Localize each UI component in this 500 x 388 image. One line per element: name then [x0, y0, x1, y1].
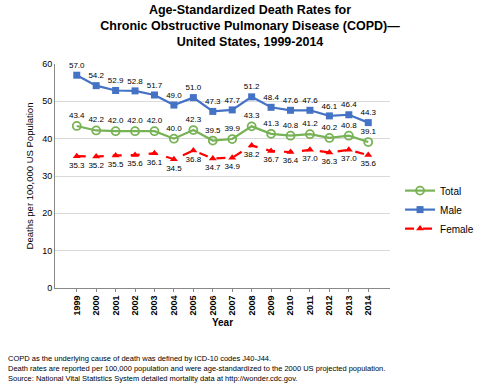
svg-text:2013: 2013	[344, 296, 354, 316]
svg-text:47.6: 47.6	[302, 96, 318, 105]
svg-text:1999: 1999	[72, 296, 82, 316]
svg-text:35.6: 35.6	[127, 159, 143, 168]
svg-text:43.4: 43.4	[69, 111, 85, 120]
svg-text:35.3: 35.3	[69, 161, 85, 170]
svg-text:0: 0	[47, 283, 52, 293]
svg-text:42.0: 42.0	[108, 116, 124, 125]
svg-text:36.4: 36.4	[283, 156, 299, 165]
svg-text:36.8: 36.8	[186, 155, 202, 164]
svg-text:43.3: 43.3	[244, 111, 260, 120]
svg-text:51.2: 51.2	[244, 82, 260, 91]
svg-text:36.3: 36.3	[322, 157, 338, 166]
svg-text:Total: Total	[440, 186, 461, 197]
svg-text:Deaths per 100,000 US Populati: Deaths per 100,000 US Population	[24, 103, 35, 250]
svg-text:46.4: 46.4	[341, 100, 357, 109]
svg-text:2002: 2002	[130, 296, 140, 316]
svg-text:2011: 2011	[305, 296, 315, 316]
svg-text:Female: Female	[440, 224, 474, 235]
svg-text:42.3: 42.3	[186, 115, 202, 124]
svg-text:2010: 2010	[285, 296, 295, 316]
svg-text:Age-Standardized Death Rates f: Age-Standardized Death Rates forChronic …	[100, 3, 400, 50]
svg-text:2012: 2012	[324, 296, 334, 316]
svg-text:36.7: 36.7	[263, 155, 279, 164]
svg-text:42.0: 42.0	[127, 116, 143, 125]
svg-text:2008: 2008	[247, 296, 257, 316]
svg-text:2000: 2000	[91, 296, 101, 316]
svg-text:47.3: 47.3	[205, 97, 221, 106]
svg-text:2006: 2006	[208, 296, 218, 316]
svg-text:40.0: 40.0	[166, 124, 182, 133]
svg-text:44.3: 44.3	[360, 108, 376, 117]
svg-text:48.4: 48.4	[263, 93, 279, 102]
svg-text:39.5: 39.5	[205, 126, 221, 135]
svg-text:46.1: 46.1	[322, 102, 338, 111]
svg-text:2007: 2007	[227, 296, 237, 316]
svg-text:41.3: 41.3	[263, 119, 279, 128]
svg-text:47.6: 47.6	[283, 96, 299, 105]
svg-text:54.2: 54.2	[88, 71, 104, 80]
svg-text:40.8: 40.8	[341, 121, 357, 130]
svg-text:COPD as the underlying cause o: COPD as the underlying cause of death wa…	[8, 354, 385, 383]
svg-text:39.9: 39.9	[224, 124, 240, 133]
svg-text:2014: 2014	[363, 296, 373, 316]
svg-text:47.7: 47.7	[224, 96, 240, 105]
svg-text:37.0: 37.0	[302, 154, 318, 163]
svg-text:Male: Male	[440, 205, 462, 216]
svg-text:2004: 2004	[169, 296, 179, 316]
svg-text:34.9: 34.9	[224, 162, 240, 171]
svg-text:34.7: 34.7	[205, 163, 221, 172]
svg-text:51.0: 51.0	[186, 83, 202, 92]
svg-text:39.1: 39.1	[360, 127, 376, 136]
svg-text:40.2: 40.2	[322, 123, 338, 132]
svg-text:30: 30	[42, 171, 52, 181]
svg-text:40.8: 40.8	[283, 121, 299, 130]
svg-text:36.1: 36.1	[147, 158, 163, 167]
svg-text:20: 20	[42, 208, 52, 218]
svg-text:49.0: 49.0	[166, 91, 182, 100]
svg-text:2003: 2003	[149, 296, 159, 316]
svg-text:34.5: 34.5	[166, 164, 182, 173]
svg-text:2005: 2005	[188, 296, 198, 316]
svg-text:37.0: 37.0	[341, 154, 357, 163]
svg-text:40: 40	[42, 134, 52, 144]
svg-text:35.2: 35.2	[88, 161, 104, 170]
svg-text:57.0: 57.0	[69, 61, 85, 70]
svg-text:35.5: 35.5	[108, 160, 124, 169]
svg-text:38.2: 38.2	[244, 150, 260, 159]
svg-text:60: 60	[42, 59, 52, 69]
svg-text:51.7: 51.7	[147, 81, 163, 90]
svg-text:50: 50	[42, 96, 52, 106]
svg-text:42.0: 42.0	[147, 116, 163, 125]
svg-text:52.8: 52.8	[127, 77, 143, 86]
svg-text:41.2: 41.2	[302, 119, 318, 128]
svg-text:Year: Year	[212, 317, 233, 328]
svg-text:42.2: 42.2	[88, 115, 104, 124]
svg-text:2001: 2001	[111, 296, 121, 316]
svg-text:10: 10	[42, 246, 52, 256]
svg-text:2009: 2009	[266, 296, 276, 316]
svg-text:52.9: 52.9	[108, 76, 124, 85]
svg-text:35.6: 35.6	[360, 159, 376, 168]
